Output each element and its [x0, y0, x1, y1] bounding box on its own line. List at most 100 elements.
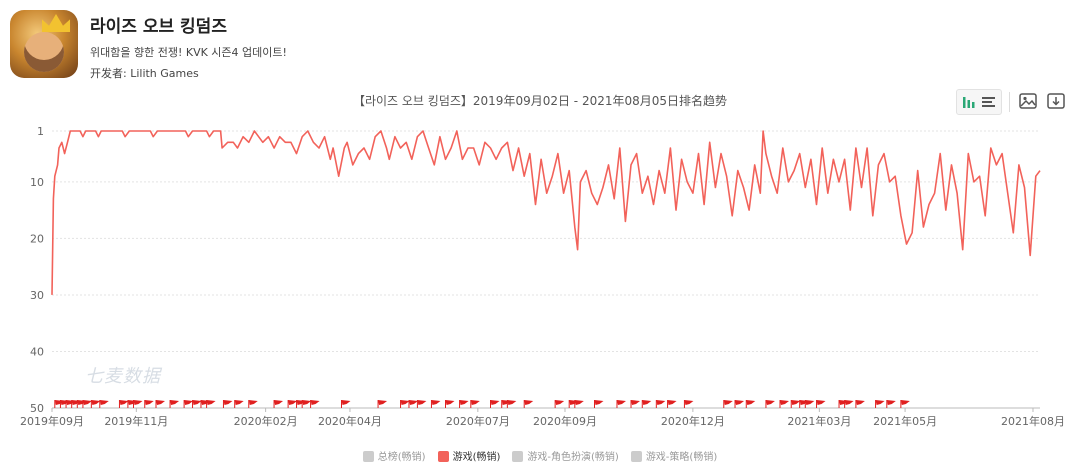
x-tick-label: 2020年12月	[661, 414, 725, 428]
app-subtitle: 위대함을 향한 전쟁! KVK 시즌4 업데이트!	[90, 46, 287, 59]
event-marker-flag	[816, 400, 826, 405]
legend-label: 游戏-策略(畅销)	[645, 452, 718, 463]
event-marker-flag	[507, 400, 517, 405]
event-marker-flag	[445, 400, 455, 405]
event-marker-flag	[886, 400, 896, 405]
x-tick-label: 2021年08月	[1001, 414, 1065, 428]
chart-title: 【라이즈 오브 킹덤즈】2019年09月02日 - 2021年08月05日排名趋…	[352, 94, 728, 108]
event-marker-flag	[723, 400, 733, 405]
event-marker-flag	[765, 400, 775, 405]
x-tick-label: 2020年04月	[318, 414, 382, 428]
event-marker-flag	[844, 400, 854, 405]
y-tick-label: 50	[30, 402, 44, 415]
legend-item[interactable]: 总榜(畅销)	[362, 448, 426, 463]
event-marker-flag	[594, 400, 604, 405]
watermark: 七麦数据	[85, 366, 161, 387]
event-marker-flag	[875, 400, 885, 405]
x-tick-label: 2020年09月	[533, 414, 597, 428]
event-marker-flag	[667, 400, 677, 405]
list-icon[interactable]	[979, 92, 999, 112]
event-marker-flag	[490, 400, 500, 405]
event-marker-flag	[192, 400, 202, 405]
event-marker-flag	[791, 400, 801, 405]
app-title: 라이즈 오브 킹덤즈	[90, 17, 227, 37]
legend-swatch	[512, 451, 524, 462]
legend-swatch	[362, 451, 374, 462]
legend-label: 总榜(畅销)	[377, 452, 426, 463]
event-marker-flag	[408, 400, 418, 405]
y-tick-label: 1	[37, 125, 44, 138]
app-icon	[10, 10, 78, 78]
event-marker-flag	[378, 400, 388, 405]
event-marker-flag	[417, 400, 427, 405]
event-marker-flag	[746, 400, 756, 405]
event-marker-flag	[616, 400, 626, 405]
y-tick-label: 20	[30, 232, 44, 245]
chart-legend: 总榜(畅销) 游戏(畅销) 游戏-角色扮演(畅销) 游戏-策略(畅销)	[0, 448, 1080, 463]
event-marker-flag	[170, 400, 180, 405]
event-marker-flag	[459, 400, 469, 405]
event-marker-flag	[900, 400, 910, 405]
y-axis: 1 10 20 30 40 50	[30, 125, 44, 415]
app-developer: 开发者: Lilith Games	[90, 67, 199, 80]
x-tick-label: 2019年09月	[20, 414, 84, 428]
event-marker-flag	[99, 400, 109, 405]
event-marker-flag	[400, 400, 410, 405]
event-marker-flag	[302, 400, 312, 405]
event-marker-flag	[684, 400, 694, 405]
event-marker-flag	[341, 400, 351, 405]
character-face-icon	[24, 32, 64, 72]
y-tick-label: 30	[30, 289, 44, 302]
toolbar-divider	[1009, 92, 1010, 112]
event-marker-flag	[223, 400, 233, 405]
y-tick-label: 10	[30, 176, 44, 189]
x-tick-label: 2021年05月	[873, 414, 937, 428]
x-axis: 2019年09月 2019年11月 2020年02月 2020年04月 2020年07月…	[20, 407, 1065, 428]
event-marker-flag	[91, 400, 101, 405]
event-marker-flag	[855, 400, 865, 405]
event-marker-flag	[206, 400, 216, 405]
view-toggle-group	[956, 89, 1002, 115]
x-tick-label: 2020年02月	[234, 414, 298, 428]
event-marker-flag	[274, 400, 284, 405]
event-marker-flag	[144, 400, 154, 405]
event-marker-flag	[631, 400, 641, 405]
rank-trend-chart: 1 10 20 30 40 50 2019年09月 2019年11月 2020年02月 2020…	[20, 125, 1065, 428]
event-marker-flag	[156, 400, 165, 405]
event-markers	[54, 400, 910, 408]
event-marker-flag	[524, 400, 534, 405]
event-marker-flag	[470, 400, 480, 405]
legend-item[interactable]: 游戏-角色扮演(畅销)	[512, 448, 619, 463]
series-line-游戏(畅销)	[51, 130, 1041, 295]
image-icon[interactable]	[1018, 91, 1038, 111]
y-tick-label: 40	[30, 345, 44, 358]
legend-label: 游戏(畅销)	[452, 452, 501, 463]
event-marker-flag	[735, 400, 745, 405]
event-marker-flag	[805, 400, 815, 405]
download-icon[interactable]	[1046, 91, 1066, 111]
event-marker-flag	[656, 400, 666, 405]
legend-swatch	[630, 451, 642, 462]
event-marker-flag	[574, 400, 584, 405]
legend-label: 游戏-角色扮演(畅销)	[527, 452, 619, 463]
x-tick-label: 2021年03月	[787, 414, 851, 428]
event-marker-flag	[555, 400, 565, 405]
event-marker-flag	[642, 400, 652, 405]
x-tick-label: 2020年07月	[446, 414, 510, 428]
x-tick-label: 2019年11月	[104, 414, 168, 428]
event-marker-flag	[234, 400, 244, 405]
event-marker-flag	[133, 400, 143, 405]
event-marker-flag	[310, 400, 320, 405]
event-marker-flag	[780, 400, 789, 405]
event-marker-flag	[248, 400, 258, 405]
event-marker-flag	[82, 400, 92, 405]
event-marker-flag	[119, 400, 129, 405]
event-marker-flag	[431, 400, 441, 405]
legend-item[interactable]: 游戏(畅销)	[437, 448, 501, 463]
app-header: 라이즈 오브 킹덤즈 위대함을 향한 전쟁! KVK 시즌4 업데이트! 开发者…	[10, 10, 610, 82]
series-lines	[51, 130, 1041, 295]
event-marker-flag	[288, 400, 298, 405]
bar-chart-icon[interactable]	[959, 92, 979, 112]
event-marker-flag	[184, 400, 194, 405]
legend-item[interactable]: 游戏-策略(畅销)	[630, 448, 718, 463]
